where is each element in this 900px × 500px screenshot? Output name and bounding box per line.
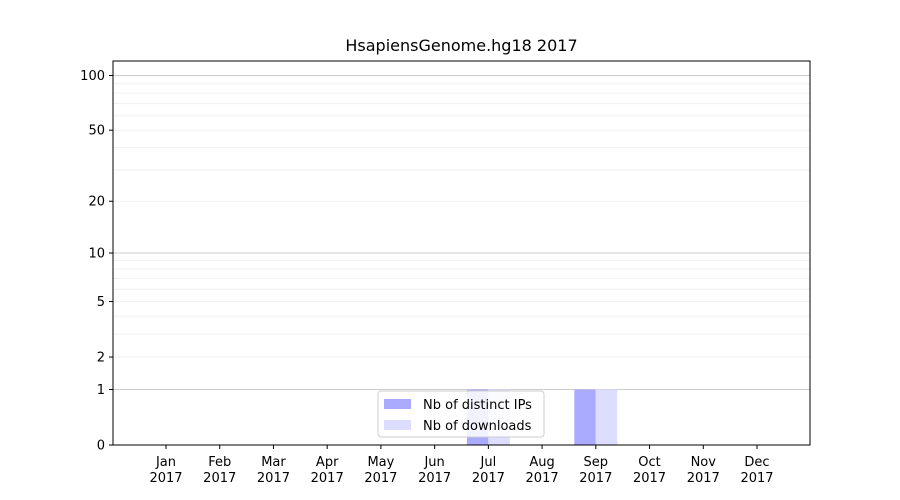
y-tick-label: 5 <box>97 295 105 310</box>
legend: Nb of distinct IPs Nb of downloads <box>377 390 545 438</box>
bar-downloads <box>595 389 618 445</box>
x-tick-label: Aug 2017 <box>526 455 559 486</box>
legend-label-distinct-ips: Nb of distinct IPs <box>423 398 532 413</box>
x-tick-label: Jun 2017 <box>418 455 451 486</box>
y-tick-label: 50 <box>88 124 105 139</box>
x-tick-label: Jul 2017 <box>472 455 505 486</box>
legend-box <box>377 390 545 438</box>
y-tick-label: 10 <box>88 247 105 262</box>
x-tick-label: Jan 2017 <box>149 455 182 486</box>
x-tick-label: Oct 2017 <box>633 455 666 486</box>
x-tick-label: Feb 2017 <box>203 455 236 486</box>
legend-label-downloads: Nb of downloads <box>423 419 532 434</box>
y-tick-label: 20 <box>88 195 105 210</box>
legend-swatch-distinct-ips <box>384 399 411 409</box>
y-tick-label: 1 <box>97 383 105 398</box>
x-axis: Jan 2017 Feb 2017 Mar 2017 Apr 2017 May 2017 Jun 20… <box>149 445 774 486</box>
y-tick-label: 2 <box>97 351 105 366</box>
legend-swatch-downloads <box>384 420 411 430</box>
y-tick-label: 100 <box>80 69 105 84</box>
chart-title: HsapiensGenome.hg18 2017 <box>345 36 577 55</box>
grid-layer <box>113 74 810 390</box>
x-tick-label: Nov 2017 <box>687 455 720 486</box>
x-tick-label: Mar 2017 <box>257 455 290 486</box>
x-tick-label: May 2017 <box>364 455 397 486</box>
x-tick-label: Apr 2017 <box>311 455 344 486</box>
x-tick-label: Sep 2017 <box>579 455 612 486</box>
y-tick-label: 0 <box>97 439 105 454</box>
bar-distinct-ips <box>574 389 596 445</box>
y-axis: 0 1 2 5 10 20 50 100 <box>80 69 113 454</box>
x-tick-label: Dec 2017 <box>740 455 773 486</box>
